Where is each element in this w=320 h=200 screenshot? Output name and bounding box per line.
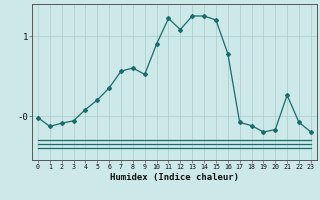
X-axis label: Humidex (Indice chaleur): Humidex (Indice chaleur)	[110, 173, 239, 182]
